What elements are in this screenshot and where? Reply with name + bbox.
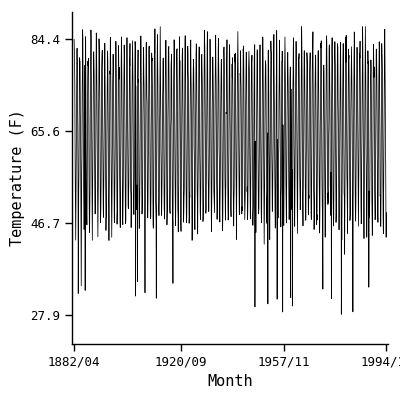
Y-axis label: Temperature (F): Temperature (F)	[10, 110, 25, 246]
X-axis label: Month: Month	[207, 374, 253, 389]
